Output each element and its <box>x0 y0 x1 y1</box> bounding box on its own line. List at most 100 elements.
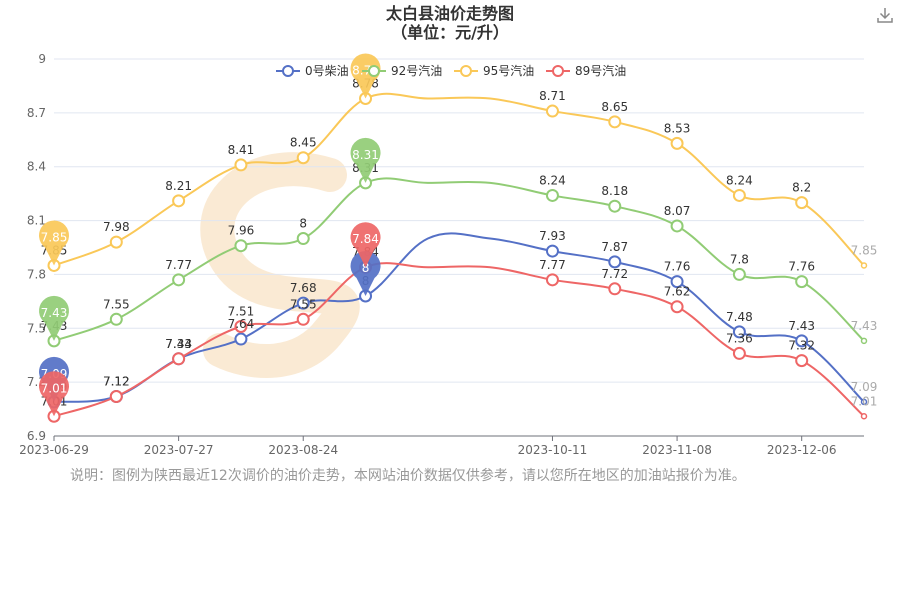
data-label: 7.51 <box>228 304 255 318</box>
data-label: 7.87 <box>601 240 628 254</box>
data-label: 7.8 <box>730 252 749 266</box>
data-label: 7.76 <box>664 260 691 274</box>
x-tick-label: 2023-12-06 <box>767 443 837 457</box>
data-point <box>795 196 809 210</box>
legend[interactable]: 0号柴油 92号汽油 95号汽油 89号汽油 <box>276 63 626 78</box>
data-label: 8.71 <box>539 89 566 103</box>
value-pin <box>39 371 70 417</box>
legend-marker <box>368 65 380 77</box>
data-labels: 7.09 7.12 7.44 7.64 7.68 8 7.93 7.87 7.76 7.48 7.4… <box>41 76 878 408</box>
chart-note: 说明：图例为陕西最近12次调价的油价走势，本网站油价数据仅供参考，请以您所在地区… <box>70 468 746 484</box>
chart-subtitle: （单位：元/升） <box>391 23 509 42</box>
data-label: 7.36 <box>726 331 753 345</box>
legend-entry: 89号汽油 <box>575 63 626 78</box>
data-point <box>296 312 310 326</box>
data-label: 8.24 <box>726 173 753 187</box>
data-point <box>608 255 622 269</box>
data-point <box>732 346 746 360</box>
data-label: 7.85 <box>851 243 878 257</box>
data-point <box>109 235 123 249</box>
data-point <box>172 352 186 366</box>
value-pin-label: 8.31 <box>352 148 379 162</box>
data-label: 7.55 <box>290 297 317 311</box>
value-pin-label: 7.85 <box>41 230 68 244</box>
data-point <box>234 239 248 253</box>
data-point <box>172 273 186 287</box>
data-point <box>732 325 746 339</box>
data-label: 7.44 <box>165 337 192 351</box>
data-point <box>608 115 622 129</box>
value-pin <box>350 250 381 296</box>
data-label: 7.12 <box>103 375 130 389</box>
data-point <box>545 273 559 287</box>
data-label: 7.93 <box>539 229 566 243</box>
y-tick-label: 8.4 <box>27 160 46 174</box>
data-label: 7.09 <box>851 380 878 394</box>
x-tick-label: 2023-10-11 <box>518 443 588 457</box>
data-label: 8.41 <box>228 143 255 157</box>
legend-marker <box>282 65 294 77</box>
legend-entry: 95号汽油 <box>483 63 534 78</box>
data-label: 7.43 <box>788 319 815 333</box>
legend-entry: 92号汽油 <box>391 63 442 78</box>
data-label: 7.68 <box>290 281 317 295</box>
data-point <box>109 390 123 404</box>
value-pin-label: 7.43 <box>41 306 68 320</box>
data-point <box>860 413 868 420</box>
data-label: 7.43 <box>851 319 878 333</box>
data-label: 7.01 <box>851 394 878 408</box>
data-point <box>670 219 684 233</box>
data-label: 7.64 <box>228 317 255 331</box>
data-label: 8.24 <box>539 173 566 187</box>
data-point <box>545 104 559 118</box>
data-label: 8.53 <box>664 121 691 135</box>
data-point <box>608 199 622 213</box>
value-pin <box>39 220 70 266</box>
value-pin-label: 7.84 <box>352 232 379 246</box>
value-pin <box>350 137 381 183</box>
data-point <box>670 275 684 289</box>
legend-marker <box>552 65 564 77</box>
legend-marker <box>460 65 472 77</box>
watermark <box>200 152 360 378</box>
data-label: 7.55 <box>103 297 130 311</box>
value-pin <box>39 295 70 341</box>
download-icon[interactable] <box>876 6 894 24</box>
y-tick-label: 7.5 <box>27 321 46 335</box>
value-pin-label: 7.01 <box>41 381 68 395</box>
data-point <box>732 188 746 202</box>
data-point <box>860 262 868 269</box>
data-point <box>732 267 746 281</box>
data-label: 8 <box>299 217 307 231</box>
data-point <box>234 319 248 333</box>
data-point <box>296 151 310 165</box>
data-label: 7.72 <box>601 267 628 281</box>
data-point <box>109 312 123 326</box>
data-label: 7.98 <box>103 220 130 234</box>
legend-entry: 0号柴油 <box>305 64 349 78</box>
data-point <box>296 232 310 246</box>
grid-lines <box>54 58 864 437</box>
x-tick-label: 2023-08-24 <box>268 443 338 457</box>
y-tick-label: 8.1 <box>27 214 46 228</box>
value-pin <box>350 222 381 268</box>
y-tick-label: 6.9 <box>27 429 46 443</box>
data-label: 8.07 <box>664 204 691 218</box>
data-point <box>795 334 809 348</box>
x-tick-label: 2023-11-08 <box>642 443 712 457</box>
value-pin-label: 8 <box>362 261 370 275</box>
data-point <box>234 332 248 346</box>
data-point <box>296 296 310 310</box>
data-label: 7.62 <box>664 285 691 299</box>
data-label: 8.45 <box>290 136 317 150</box>
data-point <box>234 158 248 172</box>
data-point <box>545 188 559 202</box>
data-label: 8.2 <box>792 181 811 195</box>
data-label: 7.76 <box>788 260 815 274</box>
data-point <box>172 194 186 208</box>
data-label: 8.65 <box>601 100 628 114</box>
data-point <box>860 337 868 345</box>
data-label: 7.32 <box>788 339 815 353</box>
value-pin <box>350 53 381 99</box>
